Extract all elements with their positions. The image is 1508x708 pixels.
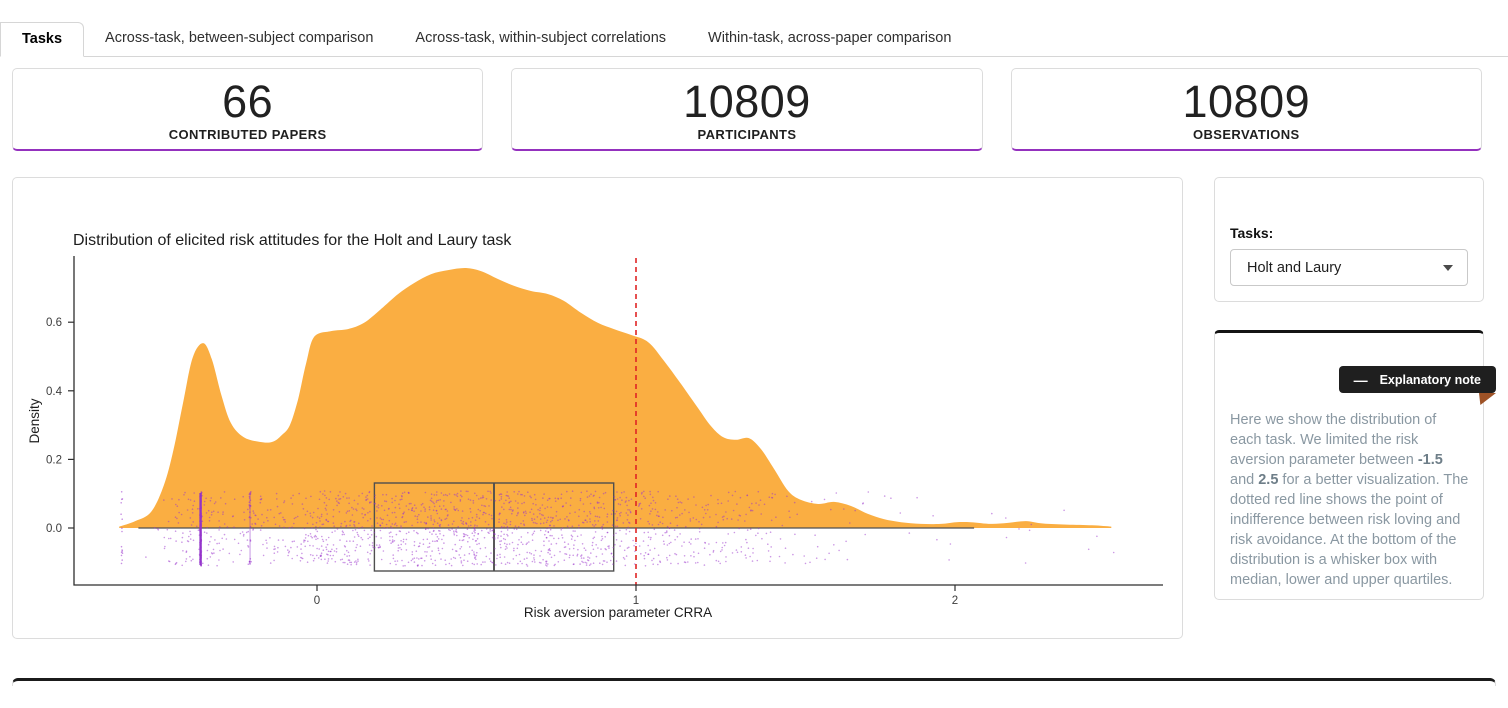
bottom-panel-edge [12, 678, 1496, 686]
note-bold-max: 2.5 [1258, 472, 1279, 488]
y-axis-label: Density [27, 398, 42, 443]
participants-count: 10809 [683, 76, 811, 127]
main-row: Distribution of elicited risk attitudes … [12, 177, 1496, 639]
papers-count: 66 [222, 76, 274, 127]
note-badge-label: Explanatory note [1379, 372, 1481, 387]
tab-within-task-across-paper[interactable]: Within-task, across-paper comparison [708, 30, 952, 46]
tasks-dropdown[interactable]: Holt and Laury [1230, 249, 1468, 286]
svg-text:2: 2 [952, 595, 958, 607]
tasks-dropdown-value: Holt and Laury [1247, 259, 1342, 276]
density-area [119, 267, 1112, 528]
note-text: Here we show the distribution of each ta… [1230, 410, 1469, 590]
axes: 0.0 0.2 0.4 0.6 0 1 2 [46, 256, 1163, 607]
scatter-points [120, 490, 1115, 567]
note-text-part: Here we show the distribution of each ta… [1230, 412, 1437, 468]
stats-row: 66 CONTRIBUTED PAPERS 10809 PARTICIPANTS… [12, 68, 1482, 151]
minus-icon: — [1353, 371, 1368, 388]
right-sidebar: Tasks: Holt and Laury — Explanatory note… [1214, 177, 1496, 639]
svg-text:1: 1 [633, 595, 639, 607]
chart-card: Distribution of elicited risk attitudes … [12, 177, 1183, 639]
chart-title: Distribution of elicited risk attitudes … [73, 232, 512, 249]
density-chart: Distribution of elicited risk attitudes … [27, 232, 1163, 620]
observations-label: OBSERVATIONS [1192, 127, 1300, 142]
stat-card-participants: 10809 PARTICIPANTS [511, 68, 983, 151]
note-bold-min: -1.5 [1417, 452, 1443, 468]
stat-card-observations: 10809 OBSERVATIONS [1010, 68, 1482, 151]
stat-card-papers: 66 CONTRIBUTED PAPERS [12, 68, 484, 151]
note-fold-corner [1479, 393, 1496, 405]
box-plot [138, 482, 975, 572]
svg-text:0.2: 0.2 [46, 454, 62, 466]
papers-label: CONTRIBUTED PAPERS [168, 127, 327, 142]
note-collapse-button[interactable]: — Explanatory note [1338, 366, 1496, 393]
note-text-part: for a better visualization. The dotted r… [1230, 472, 1469, 588]
participants-label: PARTICIPANTS [697, 127, 797, 142]
note-text-part: and [1230, 472, 1259, 488]
chevron-down-icon [1443, 264, 1453, 271]
tab-across-task-within-subject[interactable]: Across-task, within-subject correlations [415, 30, 667, 46]
svg-text:0: 0 [314, 595, 320, 607]
explanatory-note-panel: — Explanatory note Here we show the dist… [1214, 330, 1496, 600]
svg-text:0.0: 0.0 [46, 523, 62, 535]
svg-text:0.6: 0.6 [46, 317, 62, 329]
svg-text:0.4: 0.4 [46, 386, 63, 398]
x-axis-label: Risk aversion parameter CRRA [524, 605, 712, 620]
tab-bar: Tasks Across-task, between-subject compa… [0, 22, 1508, 57]
observations-count: 10809 [1182, 76, 1311, 127]
tab-tasks[interactable]: Tasks [0, 22, 85, 57]
tab-across-task-between-subject[interactable]: Across-task, between-subject comparison [105, 30, 374, 46]
tasks-panel: Tasks: Holt and Laury [1214, 177, 1484, 302]
tasks-label: Tasks: [1230, 225, 1274, 241]
